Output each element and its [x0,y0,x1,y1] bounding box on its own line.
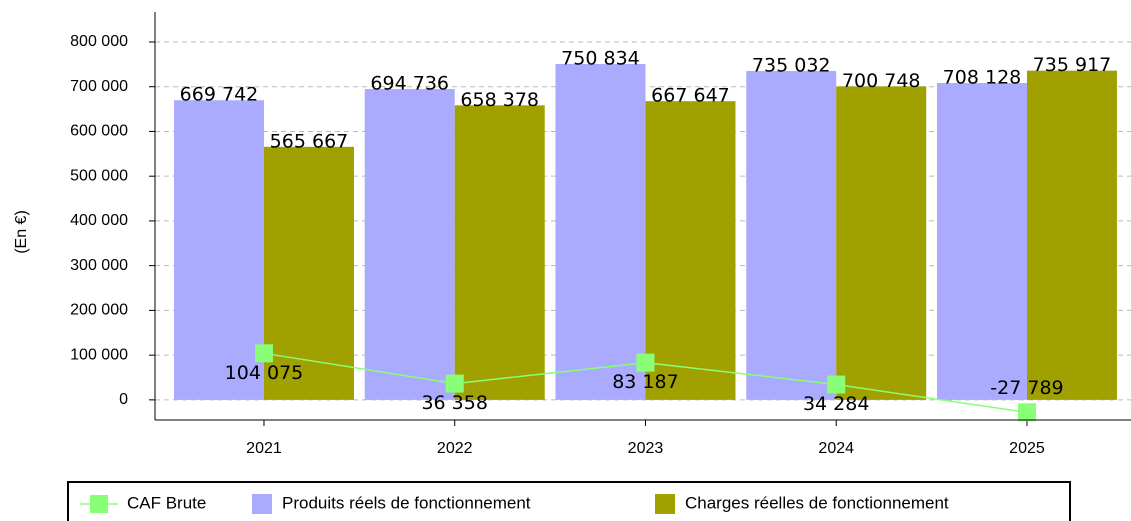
legend-swatch [655,494,675,514]
x-tick-label: 2024 [818,440,854,457]
value-label: 667 647 [651,85,730,107]
bar [936,83,1027,400]
y-tick-label: 400 000 [70,212,128,229]
value-label: 708 128 [943,67,1022,89]
value-label: 658 378 [460,89,539,111]
value-label: 700 748 [842,70,921,92]
y-tick-label: 700 000 [70,78,128,95]
bar [263,146,354,400]
bar [746,71,837,400]
bar [645,101,736,400]
value-label: -27 789 [990,377,1063,399]
bar [555,63,646,400]
y-tick-label: 600 000 [70,123,128,140]
y-tick-label: 200 000 [70,302,128,319]
x-tick-label: 2023 [628,440,664,457]
value-label: 694 736 [370,73,449,95]
legend-swatch [252,494,272,514]
value-label: 34 284 [803,393,869,415]
x-tick-label: 2022 [437,440,473,457]
value-label: 83 187 [612,371,678,393]
line-marker [254,344,273,363]
y-tick-label: 0 [119,391,128,408]
y-tick-label: 800 000 [70,33,128,50]
value-label: 669 742 [180,84,259,106]
legend-label: CAF Brute [127,493,206,512]
y-tick-label: 100 000 [70,346,128,363]
bar [364,89,455,400]
bar [173,100,264,400]
legend-label: Charges réelles de fonctionnement [685,493,949,512]
legend-marker [90,495,108,513]
value-label: 735 917 [1033,54,1112,76]
line-marker [445,374,464,393]
legend-box [67,481,1071,521]
line-marker [636,353,655,372]
value-label: 735 032 [752,55,831,77]
line-marker [1017,403,1036,422]
value-label: 36 358 [421,392,487,414]
value-label: 565 667 [270,130,349,152]
bar [454,105,545,400]
value-label: 104 075 [225,362,304,384]
bar [1026,70,1117,400]
y-tick-label: 500 000 [70,167,128,184]
y-axis-label: (En €) [13,210,30,254]
x-tick-label: 2021 [246,440,282,457]
bar [836,86,927,400]
legend-label: Produits réels de fonctionnement [282,493,531,512]
y-tick-label: 300 000 [70,257,128,274]
x-tick-label: 2025 [1009,440,1045,457]
line-marker [827,375,846,394]
value-label: 750 834 [561,47,640,69]
